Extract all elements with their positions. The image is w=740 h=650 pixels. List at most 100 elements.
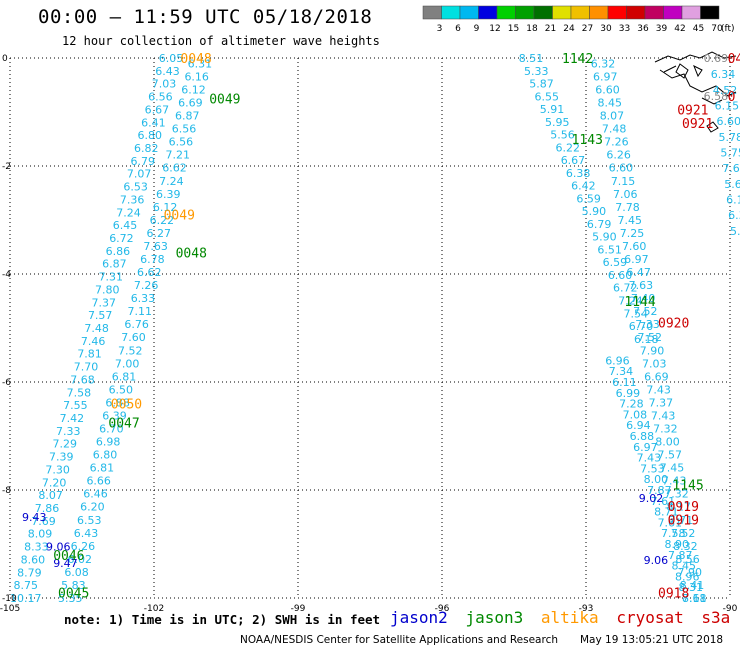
wave-value: 7.52 <box>638 331 663 344</box>
wave-value: 7.43 <box>637 452 662 465</box>
wave-value: 6.60 <box>595 83 620 96</box>
wave-value: 7.25 <box>620 227 645 240</box>
wave-value: 7.87 <box>647 484 672 497</box>
wave-value: 8.45 <box>672 560 697 573</box>
wave-value: 8.60 <box>21 553 46 566</box>
color-scale-label: 42 <box>674 24 685 34</box>
wave-value: 7.31 <box>99 271 124 284</box>
legend-s3a: s3a <box>701 608 731 627</box>
wave-value-highlight: 9.06 <box>46 541 71 554</box>
wave-value: 6.20 <box>80 501 105 514</box>
wave-value: 8.79 <box>17 566 42 579</box>
wave-value: 6.39 <box>156 188 181 201</box>
pass-time-label: 0921 <box>682 117 713 132</box>
wave-value: 5.35 <box>58 592 83 605</box>
chart-subtitle: 12 hour collection of altimeter wave hei… <box>62 34 380 48</box>
wave-value: 7.07 <box>127 168 151 181</box>
pass-time-label: 0918 <box>658 587 689 602</box>
wave-value: 7.06 <box>613 188 638 201</box>
wave-value: 6.81 <box>90 462 115 475</box>
wave-value: 7.61 <box>651 495 676 508</box>
wave-value: 5.66 <box>724 178 740 191</box>
pass-time-label: 0047 <box>108 417 139 432</box>
wave-value: 10.17 <box>10 592 42 605</box>
wave-value: 7.57 <box>658 449 683 462</box>
wave-value: 7.00 <box>115 357 139 370</box>
wave-value: 6.43 <box>74 527 99 540</box>
color-scale-label: 33 <box>619 24 630 34</box>
wave-value: 6.56 <box>172 123 197 136</box>
wave-value: 7.48 <box>84 322 109 335</box>
wave-value: 6.31 <box>188 57 213 70</box>
wave-value: 5.87 <box>529 78 554 91</box>
wave-value: 6.47 <box>626 266 651 279</box>
wave-value-highlight: 9.02 <box>639 492 664 505</box>
wave-value: 6.66 <box>86 475 111 488</box>
wave-value: 7.57 <box>88 309 113 322</box>
generated-timestamp: May 19 13:05:21 UTC 2018 <box>580 634 724 646</box>
wave-value: 7.24 <box>618 295 643 308</box>
wave-value: 7.90 <box>678 566 703 579</box>
wave-value: 6.62 <box>137 266 162 279</box>
wave-value: 5.8 <box>730 225 740 238</box>
wave-value: 6.22 <box>150 214 175 227</box>
y-tick-label: -10 <box>2 594 17 604</box>
wave-value: 5.90 <box>592 231 617 244</box>
credit-line: NOAA/NESDIS Center for Satellite Applica… <box>240 634 558 646</box>
wave-value: 8.41 <box>680 579 705 592</box>
x-tick-label: -90 <box>723 604 738 614</box>
wave-value: 6.80 <box>93 449 118 462</box>
wave-value: 8.45 <box>597 97 622 110</box>
wave-value: 8.31 <box>679 581 704 594</box>
wave-value: 6.42 <box>571 180 596 193</box>
footer-note: note: 1) Time is in UTC; 2) SWH is in fe… <box>64 612 381 627</box>
pass-time-label: 0919 <box>668 500 699 515</box>
wave-value: 8.18 <box>682 592 707 605</box>
wave-value: 6.60 <box>717 115 740 128</box>
wave-value: 7.63 <box>143 240 168 253</box>
pass-time-label: 0920 <box>658 317 689 332</box>
wave-value: 7.28 <box>619 398 644 411</box>
color-scale-label: 39 <box>656 24 668 34</box>
plot-grid <box>9 57 731 599</box>
color-scale-label: 6 <box>455 24 461 34</box>
wave-value: 7.45 <box>660 462 685 475</box>
wave-value: 7.61 <box>682 592 707 605</box>
wave-value-highlight: 6.58 <box>704 90 729 103</box>
wave-value: 6.22 <box>555 141 580 154</box>
color-scale-bin <box>626 5 646 20</box>
wave-value: 7.11 <box>128 305 153 318</box>
wave-height-tracks: 6.056.437.036.566.676.416.806.826.797.07… <box>10 52 740 605</box>
wave-value-highlight: 0.69 <box>704 52 729 65</box>
wave-value: 6.53 <box>77 514 102 527</box>
chart-title: 00:00 – 11:59 UTC 05/18/2018 <box>38 6 373 28</box>
wave-value: 7.71 <box>669 514 694 527</box>
coastline-map <box>654 51 737 133</box>
color-scale-label: 12 <box>489 24 500 34</box>
wave-value: 7.58 <box>67 386 92 399</box>
wave-value: 7.34 <box>609 365 634 378</box>
wave-value: 6.82 <box>134 142 159 155</box>
wave-value: 6.62 <box>162 162 187 175</box>
wave-value: 7.60 <box>622 240 647 253</box>
wave-value: 6.51 <box>597 243 622 256</box>
wave-value: 6.38 <box>566 167 591 180</box>
legend-altika: altika <box>540 608 599 627</box>
wave-value: 6.26 <box>71 540 96 553</box>
wave-value: 6.41 <box>141 116 166 129</box>
wave-value: 7.43 <box>662 475 687 488</box>
pass-time-label: 1142 <box>562 52 593 67</box>
wave-value: 6.02 <box>67 553 92 566</box>
wave-value: 6.72 <box>109 232 134 245</box>
wave-value-highlight: 9.06 <box>644 554 669 567</box>
wave-value: 6.79 <box>587 218 612 231</box>
wave-value: 7.48 <box>602 123 627 136</box>
wave-value: 6.69 <box>178 97 203 110</box>
wave-value: 6.26 <box>606 149 631 162</box>
wave-value: 6.55 <box>535 90 560 103</box>
wave-value: 7.60 <box>121 331 146 344</box>
wave-value: 7.03 <box>642 357 667 370</box>
wave-value: 6.18 <box>634 333 659 346</box>
wave-value: 7.68 <box>70 373 95 386</box>
